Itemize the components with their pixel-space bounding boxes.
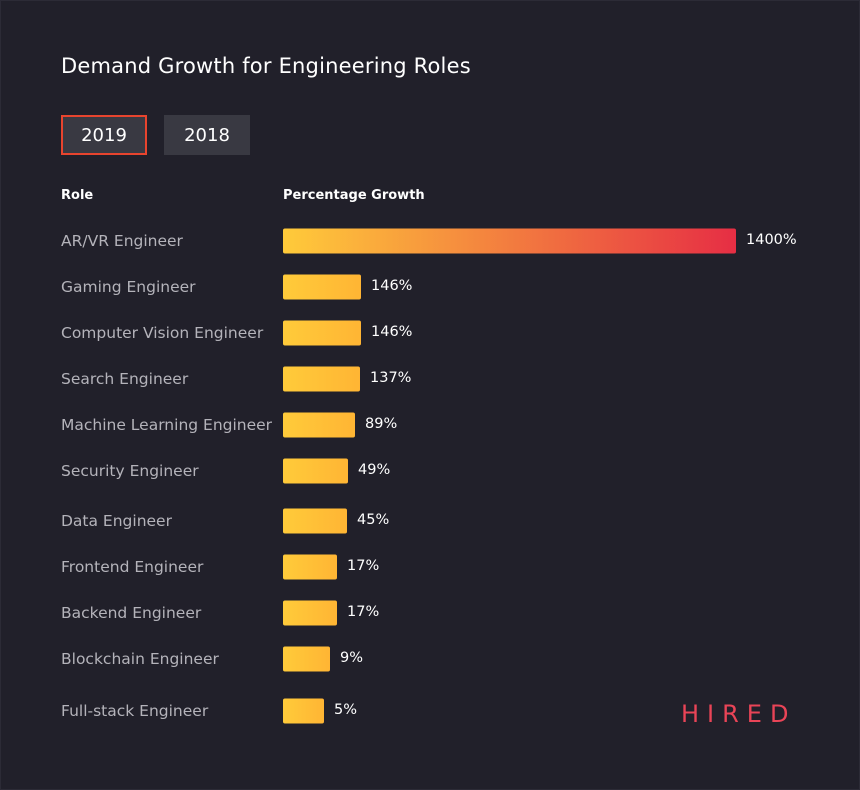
role-label: Computer Vision Engineer: [61, 324, 264, 342]
value-label: 1400%: [746, 232, 797, 249]
role-label: Frontend Engineer: [61, 558, 204, 576]
bar: [283, 554, 337, 580]
bar: [283, 366, 360, 392]
role-label: Security Engineer: [61, 462, 199, 480]
bar: [283, 646, 330, 672]
bar: [283, 508, 347, 534]
column-header-role: Role: [61, 188, 94, 203]
column-header-growth: Percentage Growth: [283, 188, 425, 203]
chart-title: Demand Growth for Engineering Roles: [61, 54, 471, 78]
hired-logo: HIRED: [681, 700, 797, 728]
value-label: 89%: [365, 416, 398, 433]
bar: [283, 274, 361, 300]
bar: [283, 228, 736, 254]
bar: [283, 412, 355, 438]
tab-2018[interactable]: 2018: [164, 115, 250, 155]
bar: [283, 320, 361, 346]
value-label: 9%: [340, 650, 364, 667]
role-label: Blockchain Engineer: [61, 650, 219, 668]
bar: [283, 458, 348, 484]
value-label: 45%: [357, 512, 390, 529]
value-label: 5%: [334, 702, 358, 719]
value-label: 49%: [358, 462, 391, 479]
bar: [283, 600, 337, 626]
role-label: Full-stack Engineer: [61, 702, 209, 720]
role-label: Search Engineer: [61, 370, 189, 388]
value-label: 17%: [347, 558, 380, 575]
role-label: Machine Learning Engineer: [61, 416, 273, 434]
role-label: Backend Engineer: [61, 604, 202, 622]
role-label: Gaming Engineer: [61, 278, 196, 296]
value-label: 137%: [370, 370, 412, 387]
value-label: 17%: [347, 604, 380, 621]
value-label: 146%: [371, 324, 413, 341]
role-label: Data Engineer: [61, 512, 172, 530]
value-label: 146%: [371, 278, 413, 295]
bar: [283, 698, 324, 724]
role-label: AR/VR Engineer: [61, 232, 183, 250]
tab-2019[interactable]: 2019: [61, 115, 147, 155]
